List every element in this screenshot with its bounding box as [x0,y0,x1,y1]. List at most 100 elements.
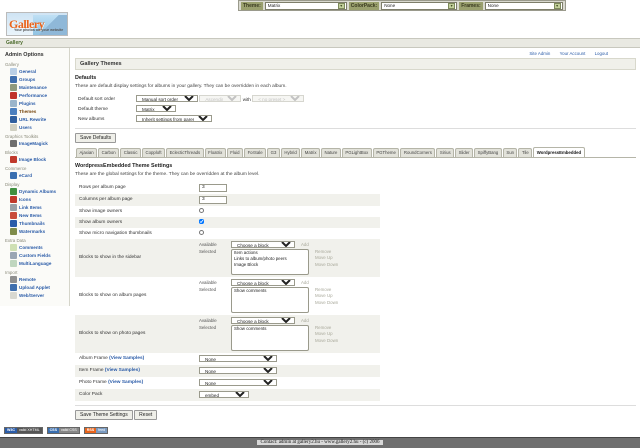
album-move-down-button[interactable]: Move Down [315,299,339,305]
album-remove-button[interactable]: Remove [315,286,332,292]
reset-button[interactable]: Reset [134,409,158,420]
sidebar-item-general[interactable]: General [10,68,66,75]
site-admin-link[interactable]: Site Admin [529,51,551,56]
frames-select[interactable]: None ▾ [484,1,563,10]
show-micro-nav-checkbox[interactable] [199,229,204,235]
album-selected-list[interactable]: Show comments [231,286,309,313]
photo-frame-view-samples-link[interactable]: (View Samples) [108,380,144,385]
sidebar-item-themes[interactable]: Themes [10,108,66,115]
sidebar-item-imagemagick[interactable]: ImageMagick [10,140,66,147]
tab-nature[interactable]: Nature [320,147,341,157]
sidebar-item-link-items[interactable]: Link Items [10,204,66,211]
photo-frame-select[interactable]: None [199,378,277,386]
sidebar-move-down-button[interactable]: Move Down [315,261,339,267]
photo-add-button[interactable]: Add [301,317,309,323]
sort-direction-select[interactable]: Ascending [199,95,242,102]
album-frame-select[interactable]: None [199,354,277,362]
sidebar-item-label: Upload Applet [19,285,50,290]
sidebar-item-comments[interactable]: Comments [10,244,66,251]
tab-roundcorners[interactable]: RoundCorners [400,147,436,157]
sidebar-item-upload-applet[interactable]: Upload Applet [10,284,66,291]
sidebar-remove-button[interactable]: Remove [315,248,332,254]
tab-ajaxian[interactable]: Ajaxian [76,147,98,157]
frames-label: Frames: [459,1,483,10]
item-frame-select[interactable]: None [199,366,277,374]
tab-tile[interactable]: Tile [518,147,533,157]
item-frame-view-samples-link[interactable]: (View Samples) [104,368,140,373]
tab-sun[interactable]: Sun [502,147,518,157]
default-theme-select[interactable]: Matrix [136,105,176,112]
tab-forsale[interactable]: ForSale [244,147,267,157]
sidebar-item-performance[interactable]: Performance [10,92,66,99]
available-label: Available [199,279,217,285]
tab-g3[interactable]: G3 [267,147,280,157]
sidebar-item-new-items[interactable]: New Items [10,212,66,219]
sidebar-item-icons[interactable]: Icons [10,196,66,203]
theme-label: Theme: [241,1,263,10]
remote-icon [10,276,17,283]
sidebar-item-web-server[interactable]: Web/Server [10,292,66,299]
tab-classic[interactable]: Classic [120,147,142,157]
tab-pgtheme[interactable]: PGTheme [372,147,400,157]
sidebar-item-remote[interactable]: Remote [10,276,66,283]
tab-spiffybang[interactable]: SpiffyBang [474,147,502,157]
new-albums-label: New albums [78,116,105,122]
sidebar-move-up-button[interactable]: Move Up [315,255,333,261]
sidebar-available-select[interactable]: Choose a block [231,240,295,248]
tab-floatrix[interactable]: Floatrix [204,147,226,157]
chevron-down-icon: ▾ [337,2,345,9]
theme-select[interactable]: Matrix ▾ [264,1,347,10]
save-theme-settings-button[interactable]: Save Theme Settings [75,409,133,420]
css-validation-badge[interactable]: CSS valid CSS [46,426,80,434]
sidebar-selected-list[interactable]: Item actions Links to album/photo peers … [231,248,309,275]
photo-move-up-button[interactable]: Move Up [315,331,333,337]
rss-feed-badge[interactable]: RSS feed [83,426,109,434]
tab-sirius[interactable]: Sirius [436,147,455,157]
tab-slider[interactable]: Slider [455,147,474,157]
w3c-validation-badge[interactable]: W3C valid XHTML [4,426,43,434]
sidebar-item-multilanguage[interactable]: MultiLanguage [10,260,66,267]
rows-per-page-input[interactable] [199,183,227,192]
sidebar-item-thumbnails[interactable]: Thumbnails [10,220,66,227]
sidebar-add-button[interactable]: Add [301,241,309,247]
new-albums-select[interactable]: Inherit settings from parent album [136,115,212,122]
sidebar-item-plugins[interactable]: Plugins [10,100,66,107]
tab-hybrid[interactable]: Hybrid [280,147,301,157]
album-available-select[interactable]: Choose a block [231,278,295,286]
sidebar-item-groups[interactable]: Groups [10,76,66,83]
tab-copploft[interactable]: Copploft [142,147,166,157]
logout-link[interactable]: Logout [594,51,608,56]
sidebar-item-url-rewrite[interactable]: URL Rewrite [10,116,66,123]
breadcrumb-item-gallery[interactable]: Gallery [6,40,23,46]
photo-selected-list[interactable]: Show comments [231,324,309,351]
tab-wordpressembedded[interactable]: WordpressEmbedded [533,147,585,157]
sidebar-item-dynamic-albums[interactable]: Dynamic Albums [10,188,66,195]
sidebar-item-image-block[interactable]: Image Block [10,156,66,163]
photo-available-select[interactable]: Choose a block [231,316,295,324]
sort-preset-select[interactable]: < no preset > [252,95,305,102]
tab-carbon[interactable]: Carbon [98,147,120,157]
album-frame-view-samples-link[interactable]: (View Samples) [109,356,145,361]
sidebar-item-users[interactable]: Users [10,124,66,131]
album-move-up-button[interactable]: Move Up [315,293,333,299]
sidebar-item-custom-fields[interactable]: Custom Fields [10,252,66,259]
tab-fluid[interactable]: Fluid [226,147,244,157]
your-account-link[interactable]: Your Account [559,51,586,56]
show-album-owners-checkbox[interactable] [199,218,204,224]
show-image-owners-checkbox[interactable] [199,207,204,213]
color-pack-select[interactable]: embed [199,390,249,398]
sidebar-item-ecard[interactable]: eCard [10,172,66,179]
sidebar-item-watermarks[interactable]: Watermarks [10,228,66,235]
photo-move-down-button[interactable]: Move Down [315,337,339,343]
tab-eclecticthreads[interactable]: EclecticThreads [166,147,204,157]
gallery-logo[interactable]: Gallery Your photos on your website [6,12,68,36]
colorpack-select[interactable]: None ▾ [381,1,458,10]
photo-remove-button[interactable]: Remove [315,324,332,330]
sidebar-item-maintenance[interactable]: Maintenance [10,84,66,91]
cols-per-page-input[interactable] [199,195,227,204]
default-sort-order-select[interactable]: Manual sort order [136,95,198,102]
tab-matrix[interactable]: Matrix [301,147,320,157]
tab-pglightbox[interactable]: PGLightBox [341,147,372,157]
album-add-button[interactable]: Add [301,279,309,285]
save-defaults-button[interactable]: Save Defaults [75,133,117,143]
